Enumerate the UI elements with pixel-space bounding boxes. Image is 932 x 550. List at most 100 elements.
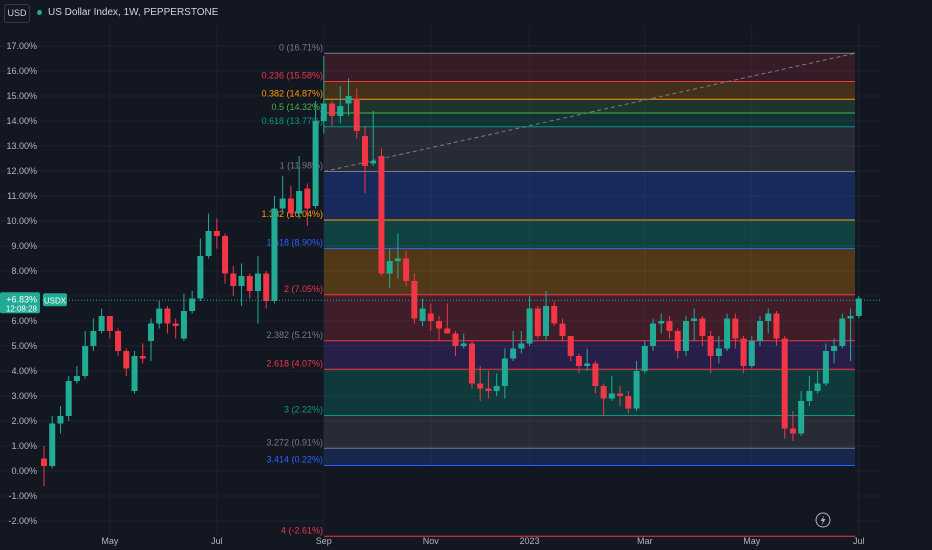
- fib-extension-drawing[interactable]: 0 (16.71%) 0.236 (15.58%) 0.382 (14.87%) 0.…: [261, 42, 856, 537]
- candle-body: [674, 331, 681, 351]
- time-tick-label: Jul: [211, 536, 223, 546]
- candle-body: [691, 318, 698, 321]
- candle-body: [584, 363, 591, 366]
- candle-body: [452, 333, 459, 346]
- candle-body: [567, 336, 574, 356]
- last-price-box: [0, 292, 40, 314]
- price-tick-label: 11.00%: [7, 191, 37, 201]
- fib-level-label: 0 (16.71%): [279, 42, 323, 52]
- candle-body: [831, 346, 838, 351]
- last-price-label: +6.83% 12:08:28 USDX: [0, 292, 880, 314]
- chart-header: USD US Dollar Index, 1W, PEPPERSTONE: [0, 0, 932, 26]
- candle-body: [378, 156, 385, 274]
- market-status-icon: [37, 10, 42, 15]
- candle-body: [419, 308, 426, 321]
- time-tick-label: Jul: [853, 536, 865, 546]
- candle-body: [534, 308, 541, 336]
- candle-body: [189, 298, 196, 311]
- candle-body: [806, 391, 813, 401]
- price-tick-label: 1.00%: [11, 441, 37, 451]
- symbol-search-box[interactable]: USD: [4, 4, 30, 23]
- price-tick-label: 12.00%: [6, 166, 37, 176]
- candle-body: [625, 396, 632, 409]
- price-tick-label: 0.00%: [11, 466, 37, 476]
- fib-band: [324, 99, 855, 113]
- candle-body: [304, 188, 311, 209]
- candle-body: [115, 331, 122, 351]
- time-tick-label: 2023: [520, 536, 540, 546]
- candle-body: [468, 343, 475, 384]
- candle-body: [279, 198, 286, 209]
- candle-body: [345, 96, 352, 104]
- candle-body: [641, 346, 648, 371]
- candle-body: [518, 343, 525, 349]
- price-tick-label: 2.00%: [11, 416, 37, 426]
- candle-body: [82, 346, 89, 376]
- candlestick-series: [41, 56, 862, 486]
- candle-body: [222, 236, 229, 274]
- candle-body: [329, 103, 336, 116]
- candle-body: [287, 198, 294, 214]
- candle-body: [501, 358, 508, 386]
- candle-body: [106, 316, 113, 331]
- candle-body: [90, 331, 97, 346]
- candle-body: [575, 356, 582, 366]
- candle-body: [361, 136, 368, 166]
- candle-body: [724, 318, 731, 349]
- candle-body: [197, 256, 204, 299]
- candle-body: [510, 348, 517, 359]
- fib-band: [324, 448, 855, 466]
- fib-level-label: 2 (7.05%): [284, 284, 323, 294]
- fib-band: [324, 369, 855, 416]
- candle-body: [526, 308, 533, 344]
- candle-body: [707, 336, 714, 356]
- candle-body: [617, 393, 624, 396]
- candle-body: [608, 393, 615, 399]
- candle-body: [650, 323, 657, 346]
- candle-body: [353, 98, 360, 131]
- price-tick-label: 5.00%: [11, 341, 37, 351]
- candle-body: [682, 321, 689, 351]
- candle-body: [436, 321, 443, 329]
- fib-level-label: 3.414 (0.22%): [266, 455, 323, 465]
- candle-body: [386, 261, 393, 274]
- candle-body: [485, 388, 492, 391]
- lightning-icon-bolt: [820, 515, 826, 526]
- price-tick-label: 3.00%: [11, 391, 37, 401]
- candle-body: [370, 161, 377, 164]
- candle-body: [49, 423, 56, 466]
- symbol-tag-box: [43, 293, 67, 307]
- fib-level-label: 1.382 (10.04%): [261, 209, 323, 219]
- bar-countdown: 12:08:28: [6, 304, 38, 313]
- candle-body: [600, 386, 607, 399]
- fib-band: [324, 171, 855, 220]
- price-tick-label: 4.00%: [11, 366, 37, 376]
- candle-body: [822, 351, 829, 384]
- price-tick-label: 13.00%: [6, 141, 37, 151]
- fib-level-label: 0.382 (14.87%): [261, 88, 323, 98]
- candle-body: [633, 371, 640, 409]
- candle-body: [172, 323, 179, 326]
- time-tick-label: May: [101, 536, 119, 546]
- price-tick-label: 14.00%: [6, 116, 37, 126]
- price-tick-label: -1.00%: [8, 491, 37, 501]
- candle-body: [789, 428, 796, 434]
- lightning-icon[interactable]: [815, 512, 831, 528]
- candle-body: [559, 323, 566, 336]
- fib-level-label: 2.382 (5.21%): [266, 330, 323, 340]
- candle-body: [699, 318, 706, 336]
- candle-body: [296, 191, 303, 214]
- candle-body: [139, 356, 146, 359]
- candle-body: [460, 343, 467, 346]
- price-axis[interactable]: 17.00% 16.00% 15.00% 14.00% 13.00% 12.00% 11.0…: [6, 41, 37, 526]
- candle-body: [98, 316, 105, 331]
- candle-body: [320, 103, 327, 121]
- candle-body: [658, 321, 665, 324]
- candle-body: [131, 356, 138, 391]
- time-axis[interactable]: MayJulSepNov2023MarMayJulSepNov: [101, 536, 932, 546]
- candle-body: [757, 321, 764, 341]
- price-tick-label: 8.00%: [11, 266, 37, 276]
- candle-body: [748, 341, 755, 366]
- candle-body: [41, 458, 47, 466]
